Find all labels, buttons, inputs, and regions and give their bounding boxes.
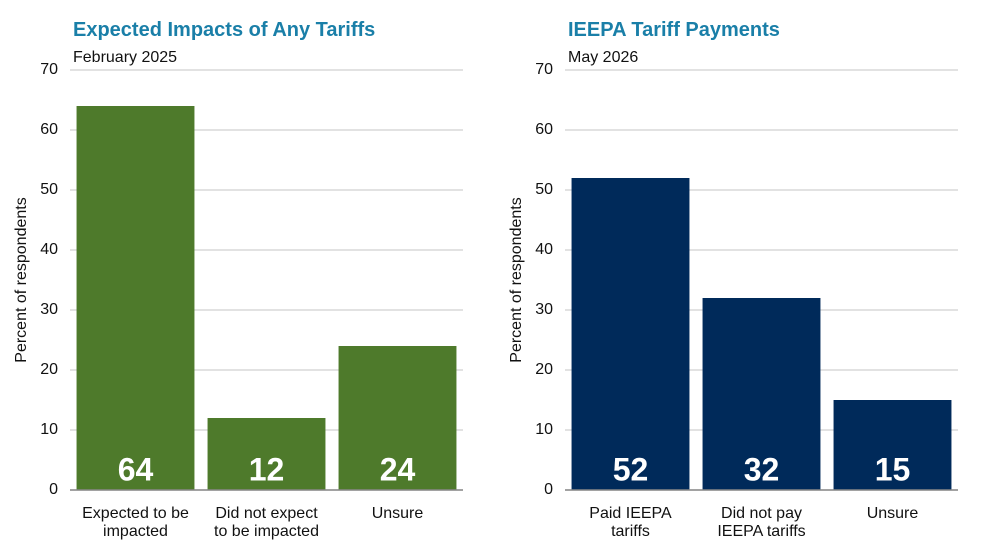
bar xyxy=(833,400,952,490)
y-tick-label: 10 xyxy=(40,421,58,438)
bar xyxy=(702,298,821,490)
y-tick-label: 60 xyxy=(535,121,553,138)
bar xyxy=(338,346,457,490)
y-tick-label: 50 xyxy=(535,181,553,198)
value-label: 15 xyxy=(875,451,911,487)
chart-title: IEEPA Tariff Payments xyxy=(568,19,780,41)
y-tick-label: 50 xyxy=(40,181,58,198)
y-axis-label: Percent of respondents xyxy=(13,197,30,362)
x-tick-label: Did not pay IEEPA tariffs xyxy=(717,505,805,540)
value-label: 24 xyxy=(380,451,416,487)
y-tick-label: 20 xyxy=(40,361,58,378)
value-label: 12 xyxy=(249,451,285,487)
value-label: 52 xyxy=(613,451,649,487)
y-tick-label: 0 xyxy=(544,481,553,498)
x-tick-label: Paid IEEPA tariffs xyxy=(589,505,672,540)
x-tick-label: Did not expect to be impacted xyxy=(214,505,319,540)
x-tick-label: Unsure xyxy=(372,505,424,522)
value-label: 64 xyxy=(118,451,154,487)
y-tick-label: 10 xyxy=(535,421,553,438)
bar xyxy=(207,418,326,490)
y-tick-label: 20 xyxy=(535,361,553,378)
y-tick-label: 70 xyxy=(40,61,58,78)
y-tick-label: 70 xyxy=(535,61,553,78)
bar xyxy=(571,178,690,490)
y-tick-label: 60 xyxy=(40,121,58,138)
chart-subtitle: May 2026 xyxy=(568,49,638,66)
y-tick-label: 30 xyxy=(40,301,58,318)
y-tick-label: 40 xyxy=(40,241,58,258)
y-tick-label: 30 xyxy=(535,301,553,318)
value-label: 32 xyxy=(744,451,780,487)
y-axis-label: Percent of respondents xyxy=(508,197,525,362)
x-tick-label: Expected to be impacted xyxy=(82,505,189,540)
x-tick-label: Unsure xyxy=(867,505,919,522)
y-tick-label: 0 xyxy=(49,481,58,498)
chart-title: Expected Impacts of Any Tariffs xyxy=(73,19,375,41)
chart-subtitle: February 2025 xyxy=(73,49,177,66)
bar xyxy=(76,106,195,490)
y-tick-label: 40 xyxy=(535,241,553,258)
